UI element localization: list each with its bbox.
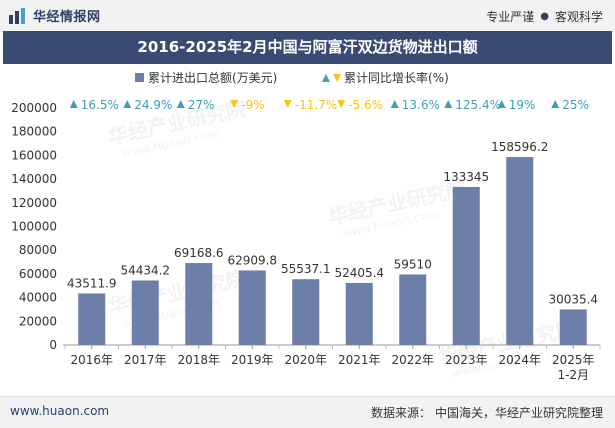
bar-value-label: 62909.8 [227, 253, 277, 267]
growth-up-triangle-icon [551, 100, 560, 108]
category-label: 2024年 [498, 353, 541, 367]
logo-icon [9, 7, 25, 24]
growth-rate-label: 19% [509, 98, 536, 112]
legend-down-triangle-icon [333, 74, 341, 82]
y-tick-label: 40000 [19, 291, 57, 305]
y-tick-label: 20000 [19, 314, 57, 328]
category-label: 2021年 [338, 353, 381, 367]
bar [559, 309, 587, 345]
growth-rate-label: 24.9% [134, 98, 172, 112]
growth-up-triangle-icon [444, 100, 453, 108]
bar-value-label: 133345 [443, 170, 489, 184]
legend-growth: 累计同比增长率(%) [344, 70, 449, 85]
slogan: 专业严谨 ● 客观科学 [486, 8, 603, 25]
chart-title: 2016-2025年2月中国与阿富汗双边货物进出口额 [3, 31, 612, 64]
slogan-1: 专业严谨 [486, 10, 535, 24]
bar-value-label: 158596.2 [491, 140, 548, 154]
bar [131, 280, 159, 345]
category-label: 2016年 [70, 353, 113, 367]
category-label: 2022年 [391, 353, 434, 367]
growth-down-triangle-icon [230, 100, 239, 108]
y-tick-label: 0 [49, 338, 57, 352]
bar [185, 263, 213, 345]
growth-rate-label: -11.7% [295, 98, 337, 112]
brand: 华经情报网 [8, 6, 101, 25]
y-tick-label: 100000 [11, 220, 57, 234]
y-tick-label: 140000 [11, 172, 57, 186]
legend-total: 累计进出口总额(万美元) [148, 71, 277, 85]
chart: 华经产业研究院www.huaon.com华经产业研究院www.huaon.com… [11, 70, 601, 382]
legend-up-triangle-icon [322, 74, 330, 82]
growth-up-triangle-icon [176, 100, 185, 108]
bar-value-label: 30035.4 [548, 292, 598, 306]
growth-rate-label: -5.6% [348, 98, 383, 112]
bar-value-label: 54434.2 [120, 263, 170, 277]
growth-up-triangle-icon [69, 100, 78, 108]
growth-rate-label: 25% [562, 98, 589, 112]
y-tick-label: 120000 [11, 196, 57, 210]
growth-up-triangle-icon [497, 100, 506, 108]
bar-value-label: 69168.6 [174, 246, 224, 260]
bar [78, 293, 106, 345]
category-label: 2020年 [284, 353, 327, 367]
bar [292, 279, 320, 345]
top-bar: 华经情报网 专业严谨 ● 客观科学 [0, 0, 615, 32]
category-label: 2023年 [445, 353, 488, 367]
growth-up-triangle-icon [390, 100, 399, 108]
slogan-separator: ● [540, 11, 549, 22]
growth-rate-label: 13.6% [402, 98, 440, 112]
source-prefix: 数据来源： [370, 406, 431, 420]
footer: www.huaon.com 数据来源： 中国海关，华经产业研究院整理 [0, 396, 615, 428]
footer-source: 数据来源： 中国海关，华经产业研究院整理 [371, 404, 603, 421]
y-tick-label: 160000 [11, 148, 57, 162]
bar [452, 186, 480, 345]
y-tick-label: 60000 [19, 267, 57, 281]
legend-bar-swatch [135, 73, 144, 82]
growth-rate-label: -9% [241, 98, 264, 112]
category-label: 1-2月 [557, 368, 589, 382]
footer-url[interactable]: www.huaon.com [10, 404, 110, 418]
category-label: 2025年 [552, 353, 595, 367]
category-label: 2017年 [124, 353, 167, 367]
category-label: 2018年 [177, 353, 220, 367]
growth-rate-label: 125.4% [455, 98, 501, 112]
bar [345, 282, 373, 345]
bar [238, 270, 266, 345]
bar [399, 274, 427, 345]
source-text: 中国海关，华经产业研究院整理 [434, 406, 603, 420]
bar-value-label: 52405.4 [334, 266, 384, 280]
brand-name: 华经情报网 [33, 10, 101, 25]
bar-value-label: 43511.9 [67, 276, 117, 290]
growth-down-triangle-icon [283, 100, 292, 108]
y-tick-label: 180000 [11, 125, 57, 139]
growth-up-triangle-icon [123, 100, 132, 108]
growth-rate-label: 27% [188, 98, 215, 112]
y-tick-label: 200000 [11, 101, 57, 115]
bar-value-label: 59510 [394, 257, 432, 271]
bar-value-label: 55537.1 [281, 262, 331, 276]
growth-rate-label: 16.5% [81, 98, 119, 112]
growth-down-triangle-icon [337, 100, 346, 108]
y-tick-label: 80000 [19, 243, 57, 257]
bar [506, 157, 534, 345]
category-label: 2019年 [231, 353, 274, 367]
slogan-2: 客观科学 [554, 10, 603, 24]
